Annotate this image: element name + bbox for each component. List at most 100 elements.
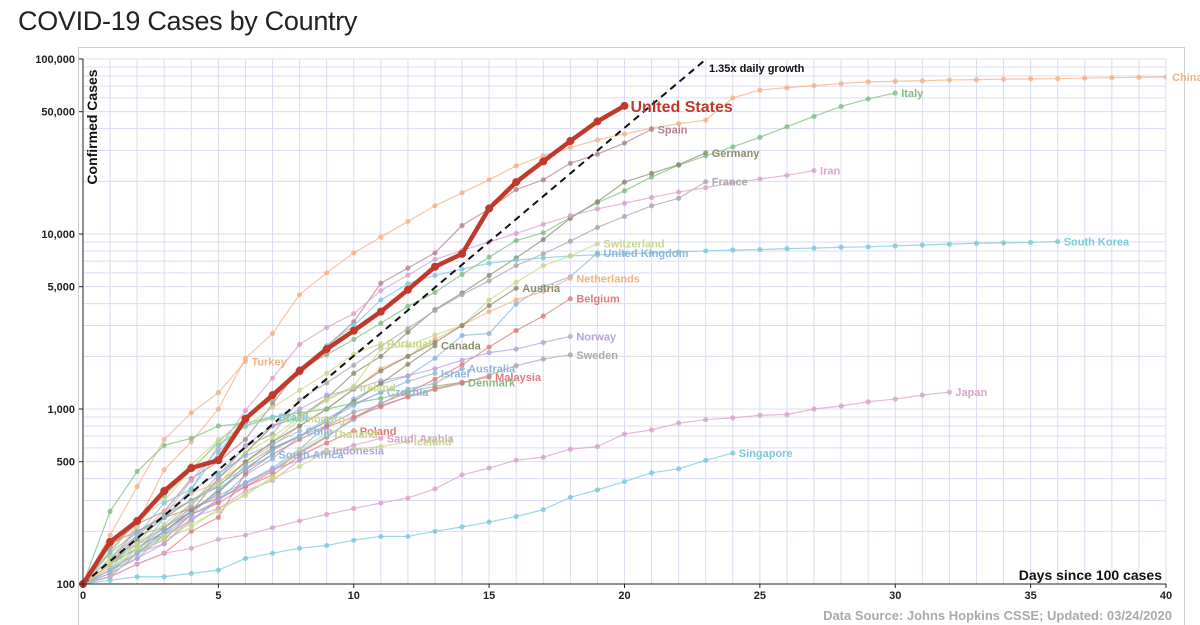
series-point-iran (730, 180, 736, 186)
series-point-singapore (459, 524, 465, 530)
series-point-china (1136, 74, 1142, 80)
series-point-portugal (297, 387, 303, 393)
series-point-japan (784, 411, 790, 418)
series-point-canada (432, 343, 438, 349)
series-point-czechia (269, 447, 276, 454)
series-point-south-korea (459, 266, 465, 272)
series-point-china (865, 79, 871, 85)
series-point-united-states (376, 307, 385, 316)
series-point-iran (567, 213, 573, 219)
series-point-france (621, 213, 628, 220)
series-point-turkey (188, 410, 194, 416)
series-point-ireland (269, 434, 276, 440)
series-point-switzerland (540, 262, 546, 269)
series-point-south-korea (973, 240, 980, 246)
series-point-france (459, 292, 465, 298)
series-point-ireland (297, 414, 303, 420)
series-point-singapore (405, 533, 411, 540)
series-point-singapore (351, 537, 357, 543)
series-point-germany (351, 370, 357, 376)
series-point-china (269, 330, 276, 337)
series-point-singapore (567, 494, 573, 500)
series-point-south-africa (215, 486, 221, 492)
x-tick-label: 5 (215, 590, 221, 602)
series-point-norway (297, 406, 303, 412)
series-point-singapore (486, 519, 492, 525)
series-point-israel (269, 456, 276, 462)
series-label-portugal: Portugal (387, 339, 432, 351)
series-point-singapore (540, 507, 546, 513)
series-point-poland (351, 428, 357, 434)
series-point-japan (459, 472, 465, 478)
series-point-china (161, 467, 167, 473)
y-tick-label: 500 (57, 457, 75, 469)
series-point-luxembourg (134, 525, 140, 531)
series-point-iran (703, 185, 709, 191)
series-point-france (703, 179, 709, 185)
series-point-portugal (351, 351, 357, 357)
series-point-italy (621, 188, 628, 194)
series-point-iceland (324, 449, 330, 455)
series-point-japan (919, 392, 925, 398)
series-point-italy (405, 303, 411, 309)
series-point-france (324, 380, 330, 386)
series-point-austria (486, 302, 492, 309)
series-point-switzerland (567, 253, 573, 259)
series-point-iceland (269, 476, 276, 482)
series-point-south-korea (865, 244, 871, 250)
series-point-singapore (215, 567, 221, 573)
series-point-china (567, 144, 573, 151)
series-point-iran (297, 341, 303, 347)
series-point-south-korea (1055, 238, 1061, 245)
series-point-china (757, 87, 763, 93)
series-point-malaysia (378, 404, 384, 410)
series-point-italy (486, 254, 492, 260)
series-point-united-kingdom (513, 301, 519, 307)
series-point-iran (811, 167, 817, 174)
series-point-japan (730, 415, 736, 421)
series-point-japan (703, 416, 709, 423)
series-point-united-states (133, 517, 142, 526)
series-point-iran (676, 189, 682, 195)
x-tick-label: 30 (889, 590, 901, 602)
series-point-china (540, 153, 546, 159)
series-point-south-korea (540, 255, 546, 261)
series-point-brazil (215, 442, 221, 448)
series-label-norway: Norway (576, 331, 617, 343)
series-point-denmark (378, 395, 384, 401)
series-point-denmark (134, 468, 140, 474)
y-tick-label: 100,000 (35, 54, 75, 66)
series-point-ireland (324, 397, 330, 403)
series-point-iran (269, 375, 276, 381)
series-point-iran (378, 287, 384, 294)
series-point-japan (757, 412, 763, 418)
series-point-italy (865, 96, 871, 102)
series-label-united-kingdom: United Kingdom (603, 248, 688, 260)
series-point-united-states (403, 285, 412, 294)
series-label-turkey: Turkey (251, 356, 287, 368)
series-point-singapore (161, 574, 167, 580)
series-point-czechia (297, 433, 303, 439)
series-label-belgium: Belgium (576, 294, 620, 306)
series-point-norway (459, 357, 465, 363)
series-point-germany (486, 272, 492, 279)
series-point-switzerland (405, 343, 411, 349)
series-point-norway (513, 346, 519, 352)
series-point-united-states (430, 262, 439, 271)
label-layer: China Italy Spain Germany France Iran South Ko… (79, 72, 1200, 588)
series-point-japan (134, 561, 140, 567)
series-point-japan (188, 545, 194, 551)
series-label-spain: Spain (658, 124, 688, 136)
series-point-italy (784, 124, 790, 130)
series-point-united-states (106, 537, 115, 546)
series-point-united-states (187, 464, 196, 473)
series-point-netherlands (540, 288, 546, 294)
series-point-iceland (161, 532, 167, 538)
series-label-australia: Australia (468, 364, 516, 376)
series-point-norway (324, 392, 330, 398)
series-point-switzerland (432, 332, 438, 338)
series-point-singapore (676, 466, 682, 472)
series-point-denmark (324, 406, 330, 412)
series-point-iceland (242, 490, 249, 496)
series-point-thailand (161, 536, 167, 542)
